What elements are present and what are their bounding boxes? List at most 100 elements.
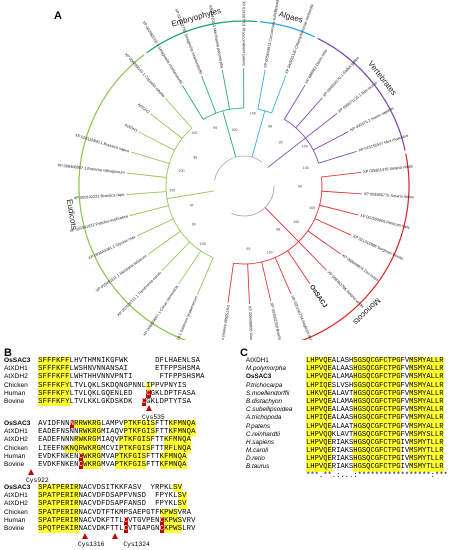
leaf-label: AtXDH1 (124, 122, 139, 133)
leaf-branch (221, 69, 231, 110)
leaf-label: XP 016451111.1 Nicotiana tabacum (95, 253, 148, 293)
panel-label-b: B (4, 347, 12, 359)
leaf-label: XP 009471136.1 Bos taurus (337, 80, 378, 114)
species-label: P.trichocarpa (246, 381, 283, 389)
leaf-label: XP 005643913 Coccomyxa subellipsoidea (262, 0, 280, 68)
bootstrap-value: 92 (279, 141, 283, 145)
bootstrap-value: 100 (179, 169, 185, 173)
species-label: Human (4, 389, 26, 397)
sequence: LHPVQEALAASHGSQCGFCTPGFVMSMYALLR (306, 365, 444, 374)
leaf-label: XP 015155537 Mus musculus (358, 133, 409, 153)
consensus-row: ***.**.:...:*****************:*** (306, 471, 448, 480)
leaf-label: XP 004240419.1 Solanum lycopersicum (167, 295, 199, 340)
leaf-branch (318, 150, 357, 164)
clade-label: Vertebrates (366, 59, 398, 97)
species-label: Human (4, 452, 26, 460)
clade-arc-vertebrates (317, 37, 406, 151)
alignment-row: OsSAC3 SPATPERIRNACVDSITKKFASV YRPKLSV (4, 484, 196, 493)
leaf-branch (295, 97, 323, 128)
cysteine-annotation: Cys922 (26, 477, 49, 485)
clade-branch-arc (165, 127, 214, 259)
alignment-row: C.subellipsoidea LHPVQEALAASHGSQCGFCTPGFV… (246, 406, 448, 415)
species-label: AtXDH2 (4, 373, 28, 381)
sequence: AVIDFNNNRRWKRGLAMPVPTKFGISFTTKFMNQA (38, 420, 196, 429)
species-label: C.reinhardtii (246, 430, 280, 438)
species-label: Bovine (4, 524, 25, 532)
alignment-row: Bovine EVDKFNKENCWKRGMVAPTKFGISFTTKFMNQA (4, 460, 196, 470)
sequence: LHPVQQKLAVTHGSQCGFCTPGFVMSMYSLLR (306, 430, 444, 439)
bootstrap-value: 100 (169, 188, 175, 192)
sequence: LHPIQESLVSHSGSQCGFCTPGFVMSMYALLR (306, 381, 444, 390)
leaf-branch (261, 261, 272, 302)
leaf-label: XP 006408907.1 Eutrema salsugineum (57, 162, 125, 174)
species-label: D.rerio (246, 455, 265, 463)
alignment-row: A.trichopoda LHPIQEALAASHGSQCGFCTPGFVMSMY… (246, 414, 448, 423)
alignment-block: OsSAC3 SPATPERIRNACVDSITKKFASV YRPKLSV AtX… (4, 484, 196, 549)
sequence: LIEEFNKNQRWKRGMCVIPTKFGISFTTRFLNQA (38, 444, 191, 453)
sequence: EADEFNNNRWKRGMIAQVPTKFGISFTTKFMNQA (38, 436, 191, 445)
sequence: LHPVQERIAKSHGSQCGFCTPGIVMSMYTLLR (306, 447, 444, 456)
leaf-label: XP 003562358 Brachypodium distachyon (269, 302, 290, 340)
species-label: B.taurus (246, 463, 270, 471)
species-label: M.polymorpha (246, 365, 286, 373)
leaf-label: XP 688983 Danio rerio (304, 48, 329, 84)
species-label: AtXDH1 (246, 357, 269, 364)
alignment-row: S.moellendorffii LHKVQEALAVTHGSQCGFCTPGFV… (246, 389, 448, 398)
cysteine-arrow-icon (82, 533, 88, 539)
alignment-row: C.reinhardtii LHPVQQKLAVTHGSQCGFCTPGFVMSM… (246, 430, 448, 439)
alignment-row: Chicken SPATPERIRNACVDTFTKMPSAEPGTFKPWSVR… (4, 508, 196, 517)
bootstrap-value: 100 (267, 250, 273, 254)
leaf-label: AtXDH2 (137, 102, 151, 115)
alignment-row: AtXDH1 LHPVQEALASHSGSQCGFCTPGFVMSMYALLR (246, 357, 448, 366)
clade-stem (222, 110, 237, 158)
leaf-branch (138, 131, 175, 151)
sequence: LHPVQEALAMAHGSQCGFCTPGFVMSMYALLR (306, 397, 444, 407)
clade-stem (251, 110, 266, 158)
sequence: LHKVQEALAVTHGSQCGFCTPGFVMSMYALLR (306, 389, 444, 398)
alignment-row: OsSAC3 SFFFKFFLHVTHMNIKGFWK DFLHAENLSA (4, 357, 205, 366)
sequence: SFFFKFYLTVLQKLGQENLED CGKLDPTFASA (38, 389, 196, 398)
leaf-branch (161, 241, 191, 272)
clade-arc-eudicots (78, 54, 187, 340)
species-label: A.trichopoda (246, 414, 282, 422)
leaf-branch (314, 218, 352, 236)
alignment-row: M.caroli LHPVQERIAKSHGSQCGFCTPGIVMSMYTLLR (246, 447, 448, 456)
leaf-branch (227, 263, 234, 303)
bootstrap-value: 99 (213, 126, 217, 130)
clade-stem (267, 137, 306, 168)
leaf-branch (319, 204, 359, 216)
alignment-row: AtXDH1 SPATPERIRNACVDFDSAPFVNSD FPYKLSV (4, 492, 196, 501)
alignment-row: B.taurus LHPVQERIAKSHGSQCGFCTPGIVMSMYTLLR (246, 463, 448, 472)
sequence: SPQTPEKIRNACVDKFTTLCVTGAPGNCKPWSLRV (38, 524, 196, 534)
leaf-branch (126, 191, 167, 195)
alignment-row: P.patens LHPVQEALAATHGSQCGFCTPGFVMSMYALLR (246, 422, 448, 431)
alignment-row: M.polymorpha LHPVQEALAASHGSQCGFCTPGFVMSMY… (246, 365, 448, 374)
leaf-branch (201, 75, 217, 114)
leaf-branch (321, 171, 362, 178)
species-label: AtXDH1 (4, 492, 28, 500)
sequence: EVDKFNKENCWKRGMVAPTKFGISFTTKFMNQA (38, 460, 187, 470)
species-label: Human (4, 516, 26, 524)
alignment-row: AtXDH1 SFFFKFFLWSHNVNNANSAI ETFPPSHSMA (4, 365, 205, 374)
leaf-branch (126, 172, 167, 178)
bootstrap-value: 93 (246, 247, 250, 251)
leaf-branch (312, 131, 349, 151)
species-label: Chicken (4, 381, 28, 389)
bootstrap-value: 97 (190, 203, 194, 207)
leaf-label: XP 004966775 Setaria italica (364, 191, 415, 199)
alignment-row: H.sapiens LHPVQERIAKSHGSQCGFCTPGIVMSMYTLL… (246, 438, 448, 448)
alignment-row: D.rerio LHPVQERIAKSHGSQCGFCTPGIVMSMYTLLR (246, 455, 448, 464)
alignment-row: OsSAC3 LHPVQEALAMAHGSQCGFCTPGFVMSMYALLR (246, 373, 448, 382)
leaf-branch (298, 241, 327, 271)
leaf-label: XP 002500609 Panicum hallii (360, 213, 411, 230)
sequence: LHPVQERIAKSHGSQCGFCTPGIVMSMYTLLR (306, 438, 444, 448)
leaf-label: XP 008668976 Zea mays (341, 253, 380, 282)
leaf-branch (287, 250, 311, 285)
alignment-row: AtXDH2 SPATPERIRNACVDFDSAPFANSD FPYKLSV (4, 500, 196, 509)
sequence: LHPVQERIAKSHGSQCGFCTPGIVMSMYTLLR (306, 463, 444, 472)
leaf-branch (274, 257, 292, 295)
species-label: OsSAC3 (4, 357, 31, 364)
bootstrap-value: 98 (193, 155, 197, 159)
cysteine-arrow-icon (28, 469, 34, 475)
clade-stem (166, 190, 215, 200)
